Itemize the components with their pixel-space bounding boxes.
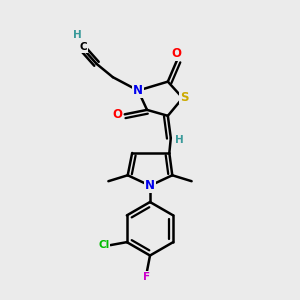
Text: H: H [73, 30, 82, 40]
Text: C: C [79, 43, 87, 52]
Text: S: S [180, 91, 188, 103]
Text: F: F [143, 272, 151, 282]
Text: N: N [145, 179, 155, 192]
Text: O: O [112, 108, 122, 121]
Text: H: H [175, 136, 184, 146]
Text: O: O [172, 47, 182, 60]
Text: N: N [133, 84, 143, 97]
Text: Cl: Cl [98, 240, 110, 250]
